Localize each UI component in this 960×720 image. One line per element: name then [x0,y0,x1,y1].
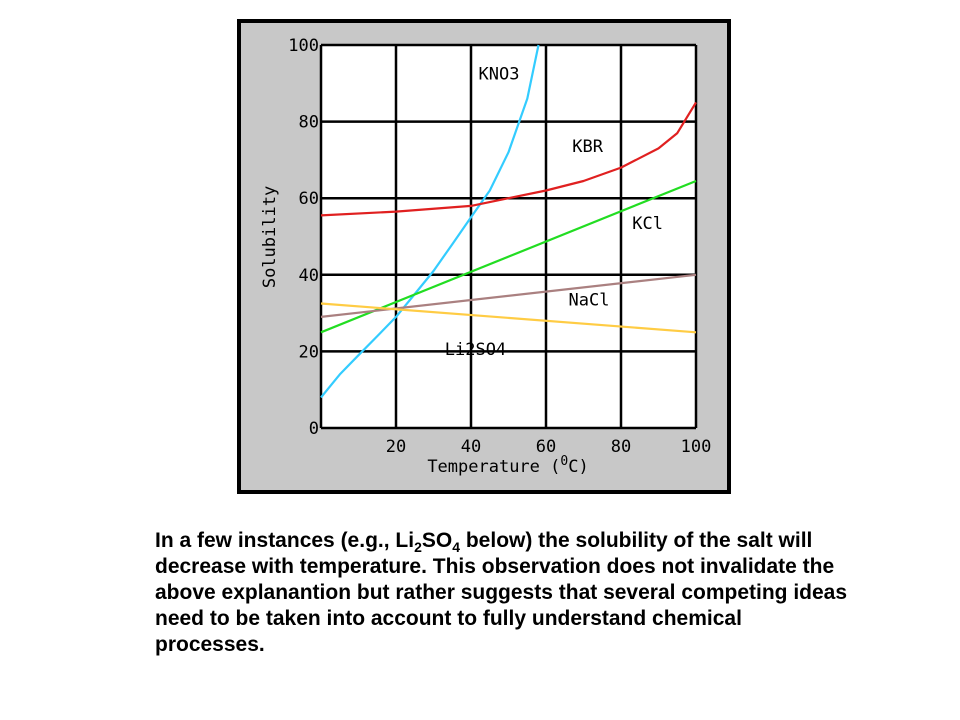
series-label-kno3: KNO3 [479,64,520,84]
caption-text: In a few instances (e.g., Li2SO4 below) … [155,529,848,656]
x-axis-title: Temperature (0C) [427,454,588,477]
series-line-nacl [320,273,697,318]
y-axis-title: Solubility [260,186,280,288]
y-tick-label: 40 [299,266,319,286]
x-tick-label: 40 [461,437,481,457]
series-label-li2so4: Li2SO4 [445,340,506,360]
x-tick-label: 100 [681,437,712,457]
series-label-kcl: KCl [632,214,663,234]
series-label-kbr: KBR [572,137,603,157]
series-line-li2so4 [320,302,697,334]
series-labels: KNO3 KBR KCl NaCl Li2SO4 [445,64,663,360]
series-line-kbr [320,101,697,217]
plot-area [321,45,696,428]
y-tick-label: 80 [299,113,319,133]
tick-labels: 20 40 60 80 100 0 20 40 60 80 100 [288,36,711,457]
y-tick-label: 100 [288,36,319,56]
series-lines [320,44,697,399]
chart-frame: 20 40 60 80 100 0 20 40 60 80 100 KNO3 KBR KCl NaCl Li… [237,19,731,494]
solubility-chart: 20 40 60 80 100 0 20 40 60 80 100 KNO3 KBR KCl NaCl Li… [241,23,727,490]
x-tick-label: 80 [611,437,631,457]
series-line-kcl [320,179,697,334]
series-label-nacl: NaCl [569,290,610,310]
x-tick-label: 60 [536,437,556,457]
x-tick-label: 20 [386,437,406,457]
y-tick-label: 0 [309,419,319,439]
y-tick-label: 20 [299,342,319,362]
y-tick-label: 60 [299,189,319,209]
series-line-kno3 [320,44,540,399]
